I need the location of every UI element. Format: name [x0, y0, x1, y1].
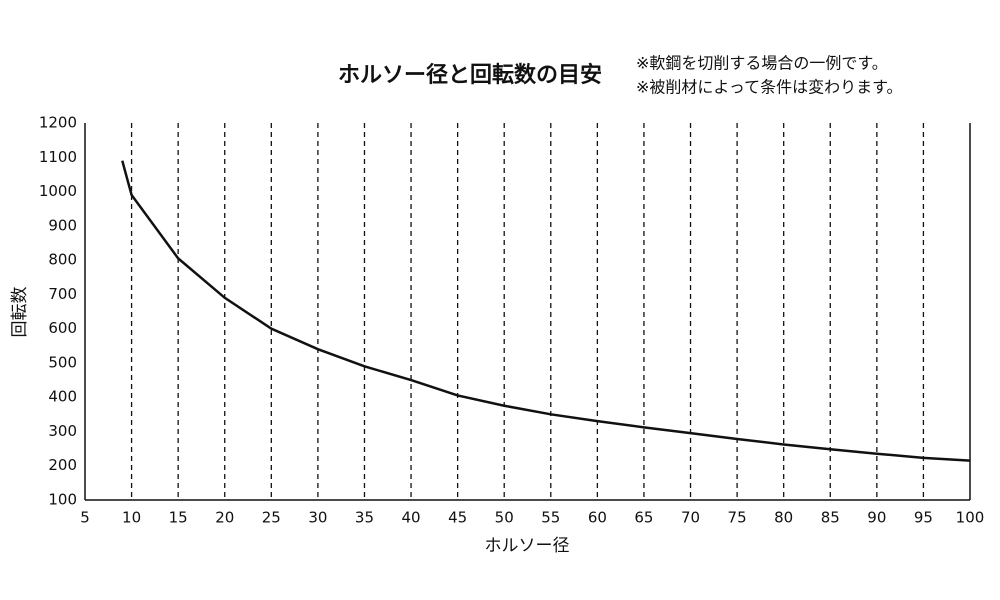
y-tick-label: 300: [48, 422, 77, 440]
y-tick-label: 500: [48, 353, 77, 371]
x-tick-label: 100: [956, 509, 985, 527]
y-tick-label: 600: [48, 319, 77, 337]
x-tick-label: 10: [122, 509, 141, 527]
x-tick-label: 75: [728, 509, 747, 527]
y-tick-label: 900: [48, 216, 77, 234]
annotation: ※軟鋼を切削する場合の一例です。: [636, 54, 888, 73]
x-axis-label: ホルソー径: [485, 536, 570, 556]
x-tick-label: 5: [80, 509, 90, 527]
y-tick-label: 700: [48, 285, 77, 303]
x-tick-label: 70: [681, 509, 700, 527]
x-tick-label: 20: [215, 509, 234, 527]
x-tick-label: 45: [448, 509, 467, 527]
data-line: [121, 160, 971, 462]
y-tick-label: 1000: [39, 182, 77, 200]
x-tick-label: 85: [821, 509, 840, 527]
x-tick-label: 40: [402, 509, 421, 527]
annotation: ※被削材によって条件は変わります。: [636, 78, 903, 97]
x-tick-label: 90: [867, 509, 886, 527]
y-tick-label: 800: [48, 251, 77, 269]
x-tick-label: 95: [914, 509, 933, 527]
y-tick-label: 200: [48, 456, 77, 474]
y-tick-label: 1200: [39, 114, 77, 132]
x-tick-label: 65: [634, 509, 653, 527]
x-tick-label: 30: [308, 509, 327, 527]
x-tick-label: 60: [588, 509, 607, 527]
x-tick-label: 50: [495, 509, 514, 527]
y-axis-label: 回転数: [10, 287, 30, 338]
chart-title: ホルソー径と回転数の目安: [338, 62, 602, 88]
x-tick-label: 55: [541, 509, 560, 527]
x-tick-label: 35: [355, 509, 374, 527]
y-tick-label: 100: [48, 491, 77, 509]
x-tick-label: 80: [774, 509, 793, 527]
x-tick-label: 25: [262, 509, 281, 527]
x-tick-label: 15: [169, 509, 188, 527]
y-tick-label: 400: [48, 388, 77, 406]
y-tick-label: 1100: [39, 148, 77, 166]
